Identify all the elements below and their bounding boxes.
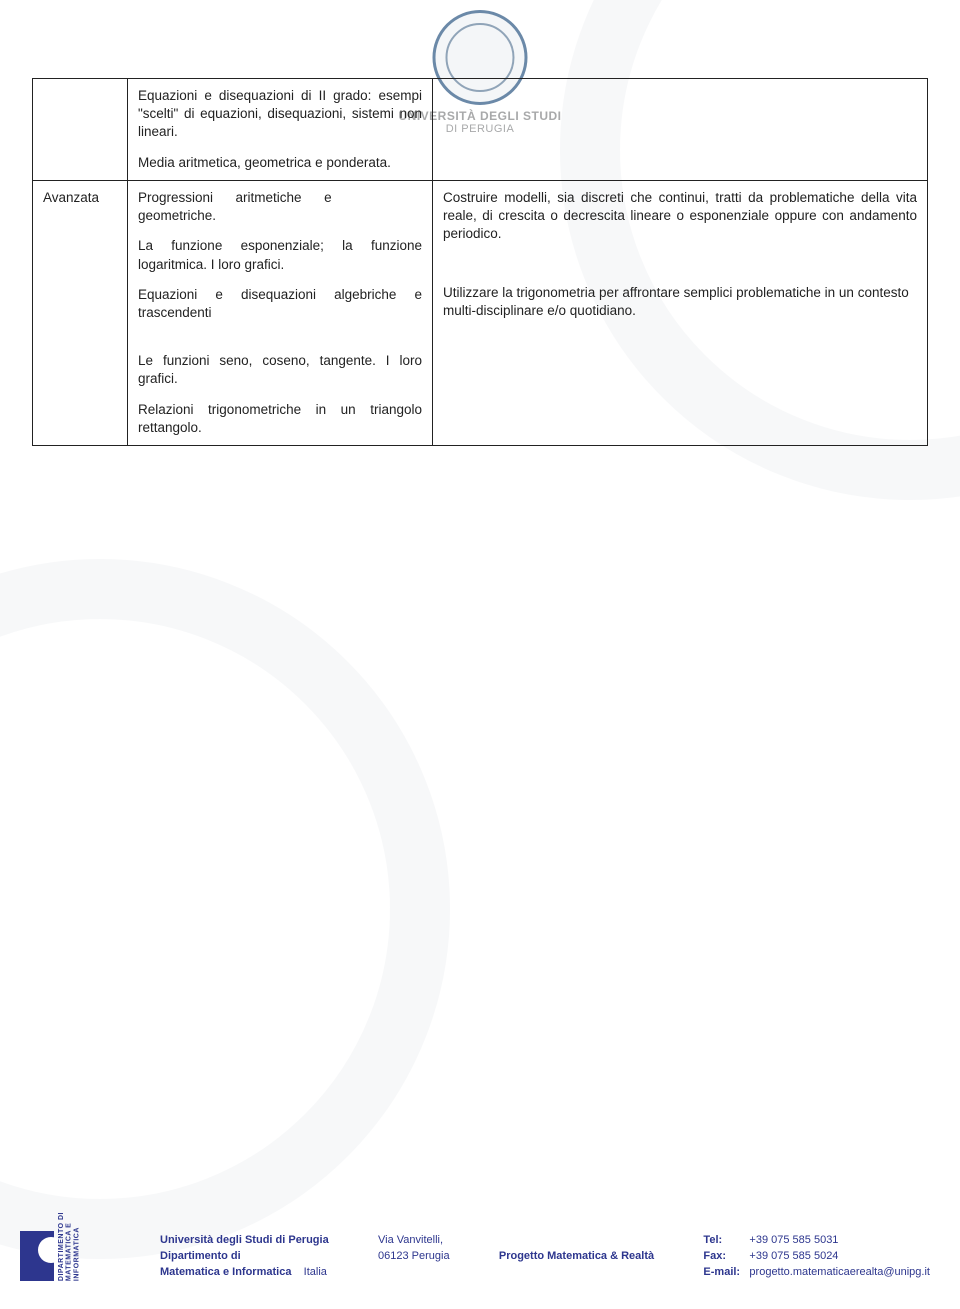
objective-text: Costruire modelli, sia discreti che cont… <box>443 189 917 244</box>
cell-topics: Equazioni e disequazioni di II grado: es… <box>128 79 433 181</box>
email-value: progetto.matematicaerealta@unipg.it <box>749 1266 930 1278</box>
footer-dept: Dipartimento di <box>160 1250 241 1262</box>
footer-project: Progetto Matematica & Realtà <box>499 1249 654 1265</box>
footer-country: Italia <box>304 1266 327 1278</box>
page-footer: DIPARTIMENTO DIMATEMATICA EINFORMATICA U… <box>20 1212 930 1281</box>
cell-level: Avanzata <box>33 180 128 445</box>
page-content: Equazioni e disequazioni di II grado: es… <box>0 0 960 446</box>
fax-label: Fax: <box>703 1249 749 1265</box>
topic-text: Relazioni trigonometriche in un triangol… <box>138 401 422 437</box>
objective-text: Utilizzare la trigonometria per affronta… <box>443 284 917 320</box>
table-row: Equazioni e disequazioni di II grado: es… <box>33 79 928 181</box>
tel-label: Tel: <box>703 1233 749 1249</box>
table-row: Avanzata Progressioni aritmetiche e geom… <box>33 180 928 445</box>
footer-col-street: Via Vanvitelli, 06123 Perugia <box>378 1233 450 1281</box>
footer-col-address: Università degli Studi di Perugia Dipart… <box>160 1233 329 1281</box>
footer-info: Università degli Studi di Perugia Dipart… <box>140 1233 930 1281</box>
topic-text: Progressioni aritmetiche e <box>138 189 332 207</box>
topic-text: Le funzioni seno, coseno, tangente. I lo… <box>138 352 422 388</box>
footer-street: Via Vanvitelli, <box>378 1233 450 1249</box>
dept-vertical-text: DIPARTIMENTO DIMATEMATICA EINFORMATICA <box>58 1212 81 1281</box>
footer-city: 06123 Perugia <box>378 1249 450 1265</box>
email-label: E-mail: <box>703 1265 749 1281</box>
footer-dept-name: Matematica e Informatica <box>160 1266 291 1278</box>
cell-objectives: Costruire modelli, sia discreti che cont… <box>433 180 928 445</box>
cell-level <box>33 79 128 181</box>
topic-text: Equazioni e disequazioni algebriche e tr… <box>138 286 422 322</box>
footer-uni-name: Università degli Studi di Perugia <box>160 1234 329 1246</box>
topic-text: Equazioni e disequazioni di II grado: es… <box>138 87 422 142</box>
dept-logo-mark <box>20 1231 54 1281</box>
footer-col-contact: Tel:+39 075 585 5031 Fax:+39 075 585 502… <box>703 1233 930 1281</box>
footer-col-project: Progetto Matematica & Realtà <box>499 1233 654 1281</box>
tel-value: +39 075 585 5031 <box>749 1234 838 1246</box>
dept-logo: DIPARTIMENTO DIMATEMATICA EINFORMATICA <box>20 1212 140 1281</box>
topic-text: geometriche. <box>138 207 422 225</box>
curriculum-table: Equazioni e disequazioni di II grado: es… <box>32 78 928 446</box>
cell-topics: Progressioni aritmetiche e geometriche. … <box>128 180 433 445</box>
topic-text: La funzione esponenziale; la funzione lo… <box>138 237 422 273</box>
fax-value: +39 075 585 5024 <box>749 1250 838 1262</box>
cell-objectives <box>433 79 928 181</box>
topic-text: Media aritmetica, geometrica e ponderata… <box>138 154 422 172</box>
